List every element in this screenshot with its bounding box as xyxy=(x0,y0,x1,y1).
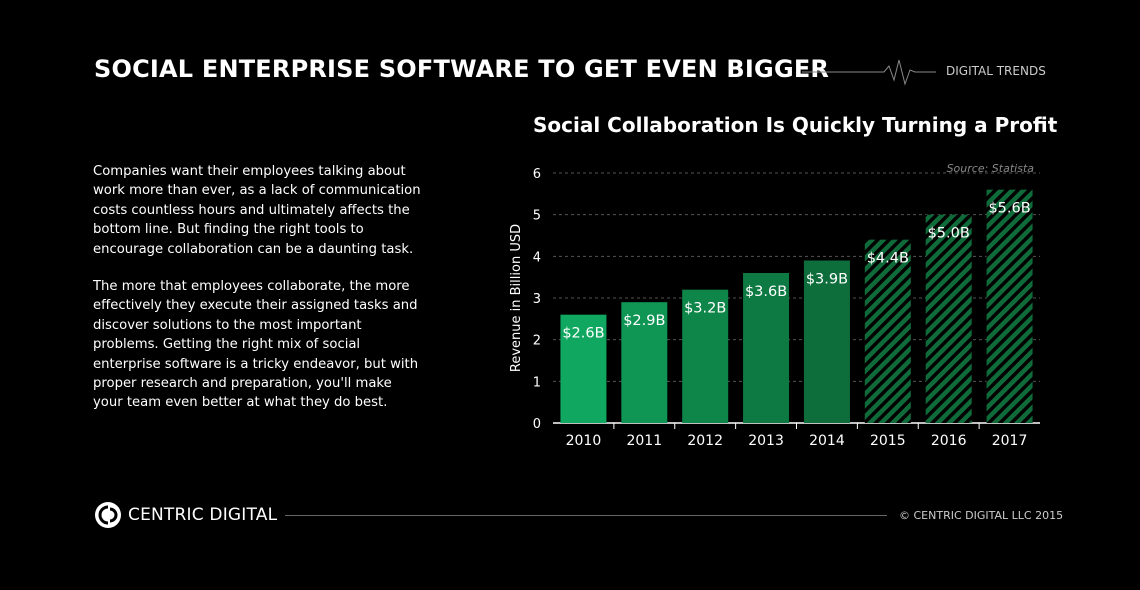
bar xyxy=(864,239,911,423)
bar xyxy=(743,273,790,423)
centric-digital-logo-icon xyxy=(95,502,121,528)
y-tick-label: 0 xyxy=(533,417,541,432)
x-tick-label: 2015 xyxy=(870,433,906,449)
bar xyxy=(803,260,850,423)
logo-text: CENTRIC DIGITAL xyxy=(128,505,278,525)
data-label: $2.9B xyxy=(623,313,665,329)
y-tick-label: 4 xyxy=(533,250,541,265)
y-tick-label: 5 xyxy=(533,209,541,224)
x-tick-label: 2016 xyxy=(931,433,967,449)
chart-title: Social Collaboration Is Quickly Turning … xyxy=(533,113,1058,137)
x-tick-label: 2017 xyxy=(992,433,1028,449)
brand-label: DIGITAL TRENDS xyxy=(946,64,1046,78)
page-title: SOCIAL ENTERPRISE SOFTWARE TO GET EVEN B… xyxy=(94,55,830,83)
source-note: Source: Statista xyxy=(947,162,1035,175)
y-tick-label: 3 xyxy=(533,292,541,307)
data-label: $3.9B xyxy=(806,272,848,288)
body-text: Companies want their employees talking a… xyxy=(93,162,423,431)
x-tick-label: 2010 xyxy=(566,433,602,449)
bar xyxy=(682,289,729,423)
y-tick-label: 1 xyxy=(533,375,541,390)
data-label: $4.4B xyxy=(867,251,909,267)
y-tick-label: 6 xyxy=(533,167,541,182)
x-tick-label: 2012 xyxy=(687,433,723,449)
x-tick-label: 2014 xyxy=(809,433,845,449)
divider xyxy=(285,515,887,516)
paragraph: Companies want their employees talking a… xyxy=(93,164,421,257)
bar xyxy=(986,189,1033,423)
data-label: $3.2B xyxy=(684,301,726,317)
paragraph: The more that employees collaborate, the… xyxy=(93,279,419,411)
data-label: $3.6B xyxy=(745,284,787,300)
bar xyxy=(925,214,972,423)
x-tick-label: 2013 xyxy=(748,433,784,449)
bar xyxy=(621,302,668,423)
y-axis-label: Revenue in Billion USD xyxy=(509,224,524,372)
data-label: $5.0B xyxy=(928,226,970,242)
pulse-line-icon xyxy=(802,59,936,86)
copyright: © CENTRIC DIGITAL LLC 2015 xyxy=(899,509,1064,522)
x-tick-label: 2011 xyxy=(626,433,662,449)
bar xyxy=(560,314,607,423)
y-tick-label: 2 xyxy=(533,334,541,349)
data-label: $5.6B xyxy=(988,201,1030,217)
data-label: $2.6B xyxy=(562,326,604,342)
